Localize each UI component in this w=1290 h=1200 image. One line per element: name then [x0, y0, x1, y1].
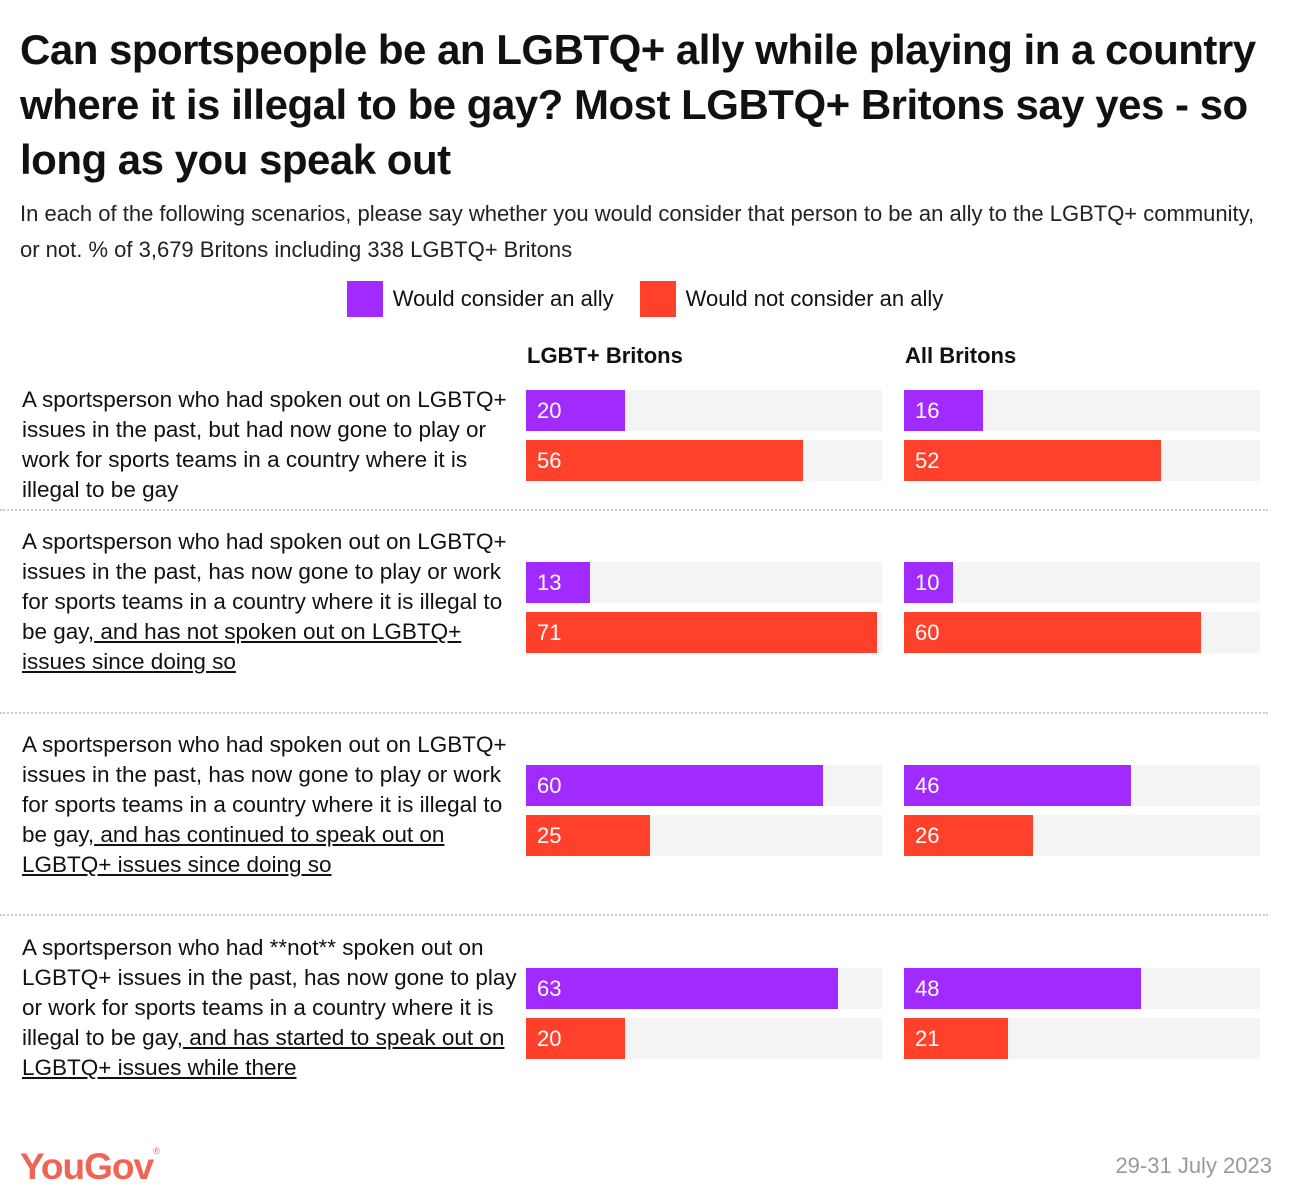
bar-track: 25 [526, 815, 882, 856]
bar: 26 [904, 815, 1033, 856]
category-label-emphasis: and has started to speak out on LGBTQ+ i… [22, 1025, 505, 1080]
legend-swatch-ally [346, 281, 383, 317]
bar-track: 60 [904, 612, 1260, 653]
bar-value-label: 20 [537, 398, 562, 423]
bar-track: 46 [904, 765, 1260, 806]
bar-value-label: 71 [537, 620, 562, 645]
category-label: A sportsperson who had spoken out on LGB… [22, 730, 522, 880]
bar-track: 48 [904, 968, 1260, 1009]
bar-value-label: 56 [537, 448, 562, 473]
bar: 10 [904, 562, 954, 603]
bar-value-label: 63 [537, 976, 562, 1001]
bar-track: 13 [526, 562, 882, 603]
bar-track: 26 [904, 815, 1260, 856]
legend-label-ally: Would consider an ally [392, 286, 614, 311]
legend-label-not-ally: Would not consider an ally [685, 286, 944, 311]
bar: 60 [526, 765, 823, 806]
panel-header-lgbt: LGBT+ Britons [527, 343, 683, 368]
bar: 13 [526, 562, 591, 603]
category-label: A sportsperson who had spoken out on LGB… [22, 527, 522, 677]
bar-track: 56 [526, 440, 882, 481]
category-label: A sportsperson who had spoken out on LGB… [22, 385, 522, 505]
legend-item-ally: Would consider an ally [346, 281, 614, 317]
bar-value-label: 48 [915, 976, 940, 1001]
category-label-emphasis: and has not spoken out on LGBTQ+ issues … [22, 619, 462, 674]
legend-swatch-not-ally [639, 281, 676, 317]
chart-title: Can sportspeople be an LGBTQ+ ally while… [20, 26, 1256, 183]
bar-track: 20 [526, 1018, 882, 1059]
bar-value-label: 21 [915, 1026, 940, 1051]
bar-value-label: 46 [915, 773, 940, 798]
bar-track: 20 [526, 390, 882, 431]
bar: 20 [526, 390, 625, 431]
bar-track: 63 [526, 968, 882, 1009]
bar: 25 [526, 815, 650, 856]
bar-track: 10 [904, 562, 1260, 603]
category-label: A sportsperson who had **not** spoken ou… [22, 933, 522, 1083]
bar: 21 [904, 1018, 1008, 1059]
bar-value-label: 13 [537, 570, 562, 595]
fieldwork-date: 29-31 July 2023 [1115, 1153, 1272, 1178]
yougov-logo: YouGov® [20, 1146, 160, 1187]
legend: Would consider an ally Would not conside… [0, 281, 1290, 317]
bar-track: 52 [904, 440, 1260, 481]
bar-value-label: 60 [915, 620, 940, 645]
bar-value-label: 16 [915, 398, 940, 423]
bar-value-label: 10 [915, 570, 940, 595]
bar: 63 [526, 968, 838, 1009]
category-label-text: A sportsperson who had spoken out on LGB… [22, 387, 507, 502]
chart-subtitle: In each of the following scenarios, plea… [20, 201, 1255, 262]
bar-track: 71 [526, 612, 882, 653]
category-label-text: A sportsperson who had spoken out on LGB… [22, 732, 507, 847]
bar: 60 [904, 612, 1201, 653]
bar: 16 [904, 390, 984, 431]
logo-text: YouGov [20, 1146, 154, 1187]
category-label-text: A sportsperson who had **not** spoken ou… [22, 935, 517, 1050]
bar-value-label: 25 [537, 823, 562, 848]
bar: 46 [904, 765, 1132, 806]
bar: 52 [904, 440, 1162, 481]
bar-value-label: 52 [915, 448, 940, 473]
bar-track: 60 [526, 765, 882, 806]
row-divider [0, 914, 1268, 916]
row-divider [0, 712, 1268, 714]
bar-track: 16 [904, 390, 1260, 431]
bar: 56 [526, 440, 803, 481]
row-divider [0, 509, 1268, 511]
bar: 48 [904, 968, 1142, 1009]
bar: 20 [526, 1018, 625, 1059]
panel-header-all: All Britons [905, 343, 1017, 368]
legend-item-not-ally: Would not consider an ally [639, 281, 944, 317]
bar-value-label: 20 [537, 1026, 562, 1051]
bar-value-label: 60 [537, 773, 562, 798]
bar-track: 21 [904, 1018, 1260, 1059]
bar: 71 [526, 612, 878, 653]
category-label-text: A sportsperson who had spoken out on LGB… [22, 529, 507, 644]
bar-value-label: 26 [915, 823, 940, 848]
category-label-emphasis: and has continued to speak out on LGBTQ+… [22, 822, 445, 877]
